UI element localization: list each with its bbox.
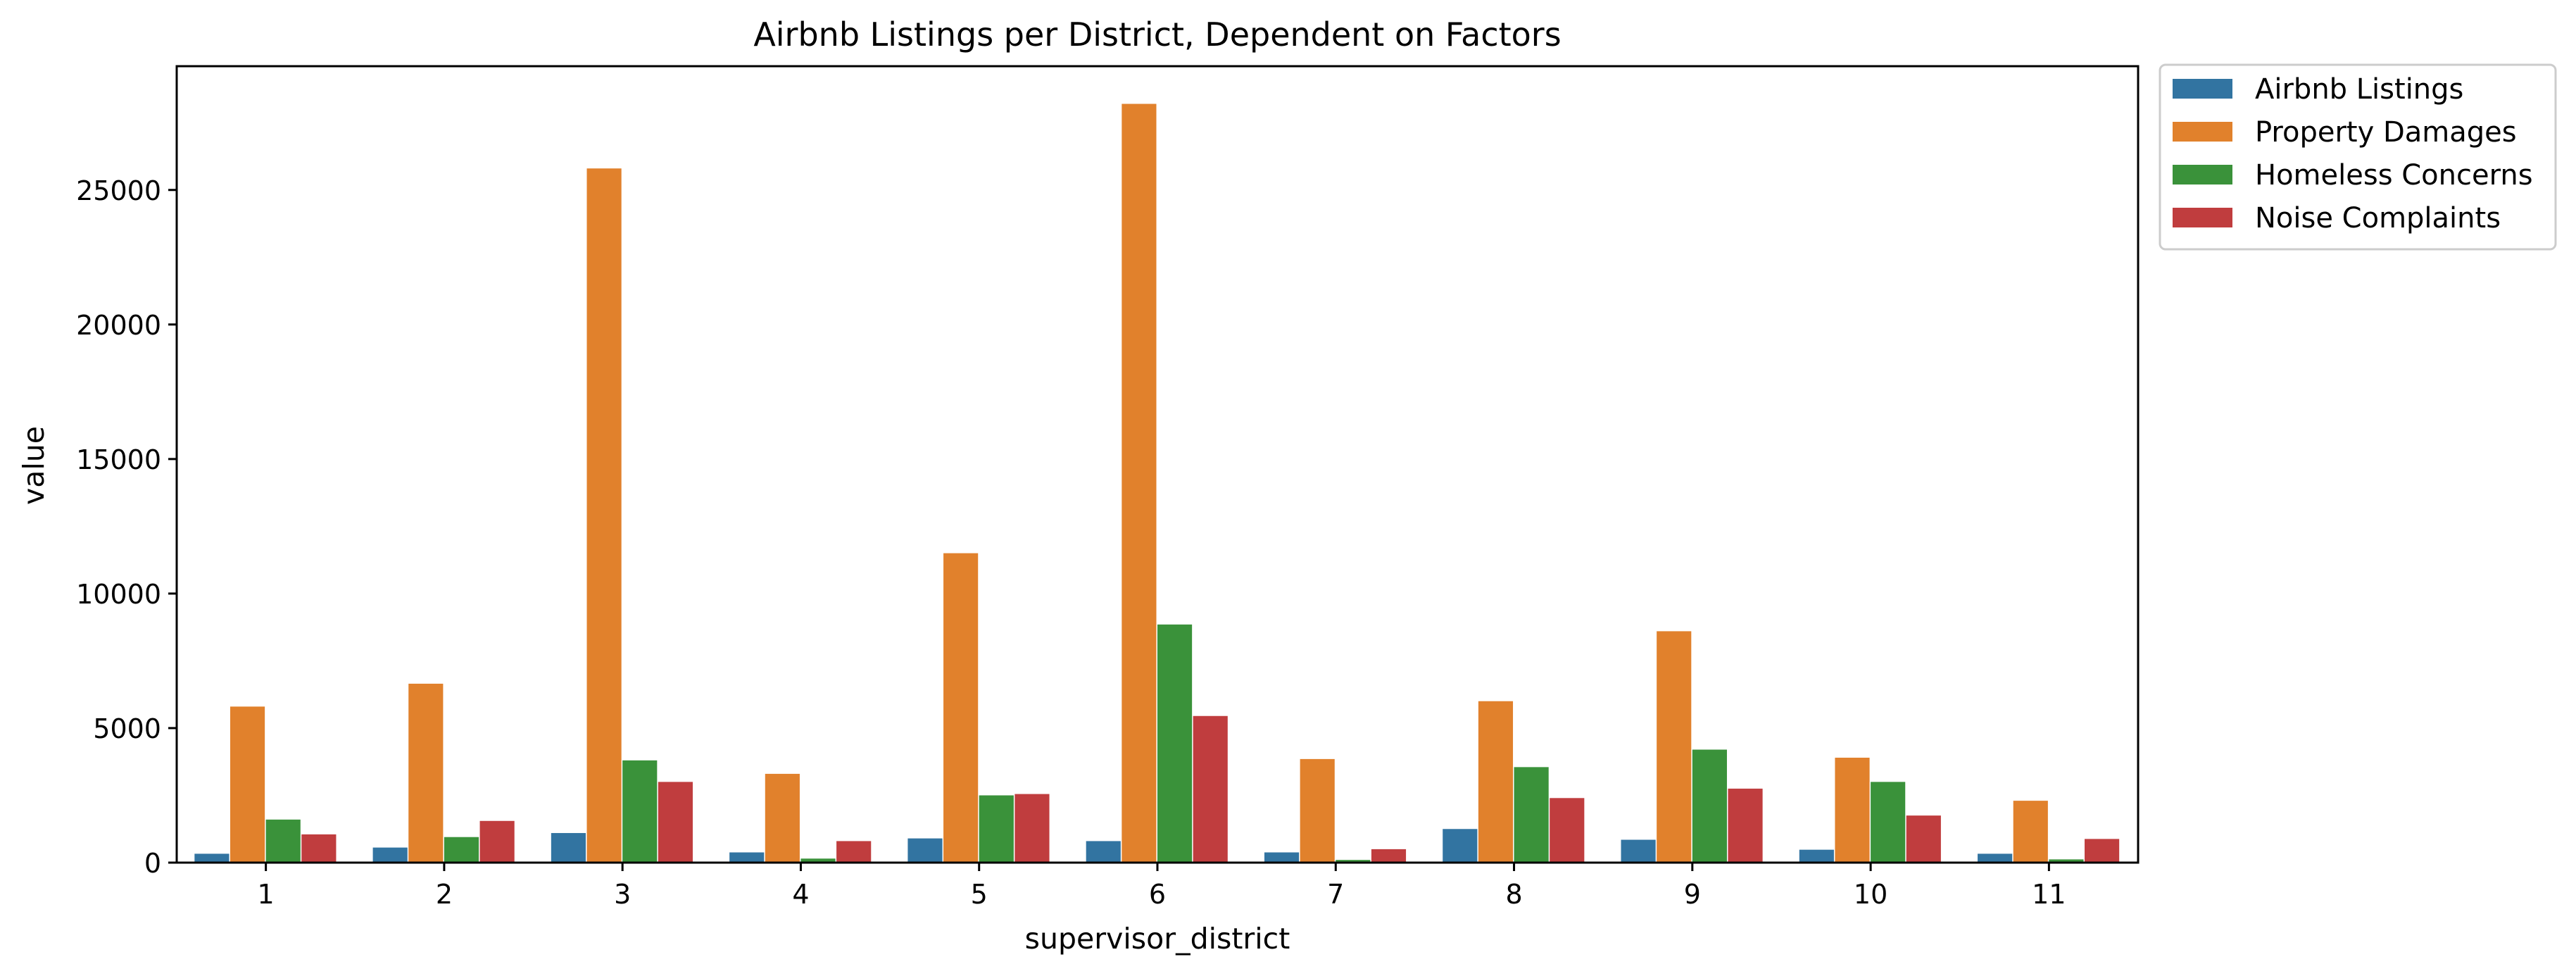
x-tick-label: 10 — [1854, 879, 1887, 910]
bar-property-damages-5 — [943, 553, 979, 863]
bar-homeless-concerns-3 — [622, 760, 658, 863]
bar-homeless-concerns-2 — [444, 837, 479, 863]
y-tick-label: 10000 — [76, 579, 161, 610]
bar-noise-complaints-5 — [1014, 794, 1050, 863]
bar-property-damages-2 — [408, 683, 444, 863]
legend-swatch-homeless-concerns — [2173, 165, 2232, 184]
bar-property-damages-3 — [586, 168, 622, 863]
legend-label-property-damages: Property Damages — [2255, 116, 2517, 149]
bar-airbnb-listings-7 — [1264, 852, 1300, 863]
bar-homeless-concerns-11 — [2049, 859, 2084, 863]
bar-noise-complaints-10 — [1906, 815, 1941, 863]
bar-noise-complaints-4 — [836, 841, 872, 863]
x-tick-label: 4 — [792, 879, 809, 910]
y-tick-label: 5000 — [93, 713, 161, 744]
bar-homeless-concerns-9 — [1692, 749, 1727, 863]
legend-label-noise-complaints: Noise Complaints — [2255, 202, 2501, 234]
bar-noise-complaints-1 — [301, 834, 337, 863]
y-tick-label: 15000 — [76, 444, 161, 475]
x-tick-label: 2 — [436, 879, 453, 910]
bars-layer — [194, 104, 2120, 863]
bar-homeless-concerns-7 — [1336, 860, 1371, 863]
bar-property-damages-1 — [230, 706, 265, 863]
legend-label-airbnb-listings: Airbnb Listings — [2255, 73, 2463, 106]
bar-homeless-concerns-4 — [800, 858, 836, 863]
x-tick-label: 9 — [1684, 879, 1701, 910]
legend-swatch-airbnb-listings — [2173, 79, 2232, 99]
bar-airbnb-listings-1 — [194, 853, 230, 863]
y-tick-label: 25000 — [76, 175, 161, 206]
chart-title: Airbnb Listings per District, Dependent … — [753, 15, 1561, 54]
bar-noise-complaints-11 — [2085, 839, 2120, 863]
bar-property-damages-8 — [1478, 701, 1514, 863]
x-tick-label: 6 — [1149, 879, 1166, 910]
x-axis-label: supervisor_district — [1025, 922, 1290, 956]
axes-layer: 0 5000 10000 15000 20000 25000 1 2 3 4 5 6 7 8 9 10 11 — [76, 65, 2140, 910]
legend-swatch-property-damages — [2173, 122, 2232, 142]
x-tick-label: 11 — [2032, 879, 2066, 910]
bar-noise-complaints-8 — [1550, 798, 1585, 863]
x-tick-label: 3 — [614, 879, 631, 910]
bar-property-damages-10 — [1835, 757, 1870, 863]
x-tick-label: 8 — [1505, 879, 1522, 910]
bar-noise-complaints-7 — [1371, 849, 1407, 863]
bar-noise-complaints-9 — [1728, 788, 1763, 863]
legend: Airbnb Listings Property Damages Homeless … — [2159, 63, 2557, 251]
legend-label-homeless-concerns: Homeless Concerns — [2255, 159, 2533, 192]
bar-noise-complaints-6 — [1193, 715, 1228, 863]
bar-property-damages-6 — [1121, 104, 1157, 863]
y-axis-label: value — [17, 426, 51, 505]
bar-airbnb-listings-8 — [1443, 829, 1478, 863]
y-tick-label: 20000 — [76, 310, 161, 341]
bar-airbnb-listings-4 — [729, 852, 765, 863]
bar-homeless-concerns-1 — [265, 819, 301, 863]
bar-homeless-concerns-10 — [1871, 782, 1906, 863]
bar-homeless-concerns-5 — [979, 795, 1014, 863]
bar-noise-complaints-3 — [658, 782, 693, 863]
legend-swatch-noise-complaints — [2173, 208, 2232, 227]
bar-property-damages-11 — [2013, 801, 2048, 863]
bar-airbnb-listings-6 — [1086, 841, 1121, 863]
bar-airbnb-listings-5 — [907, 838, 943, 863]
y-tick-label: 0 — [144, 848, 161, 879]
bar-homeless-concerns-6 — [1157, 624, 1193, 863]
bar-airbnb-listings-2 — [372, 847, 408, 863]
bar-airbnb-listings-11 — [1978, 853, 2013, 863]
bar-homeless-concerns-8 — [1514, 767, 1549, 863]
legend-frame — [2159, 63, 2557, 251]
bar-airbnb-listings-10 — [1799, 849, 1834, 863]
bar-property-damages-9 — [1657, 631, 1692, 863]
bar-airbnb-listings-9 — [1621, 839, 1656, 863]
bar-property-damages-7 — [1300, 758, 1335, 863]
x-tick-label: 7 — [1327, 879, 1344, 910]
bar-airbnb-listings-3 — [551, 832, 586, 863]
bar-noise-complaints-2 — [479, 820, 515, 863]
x-tick-label: 1 — [258, 879, 275, 910]
x-tick-label: 5 — [971, 879, 988, 910]
bar-property-damages-4 — [765, 773, 800, 863]
